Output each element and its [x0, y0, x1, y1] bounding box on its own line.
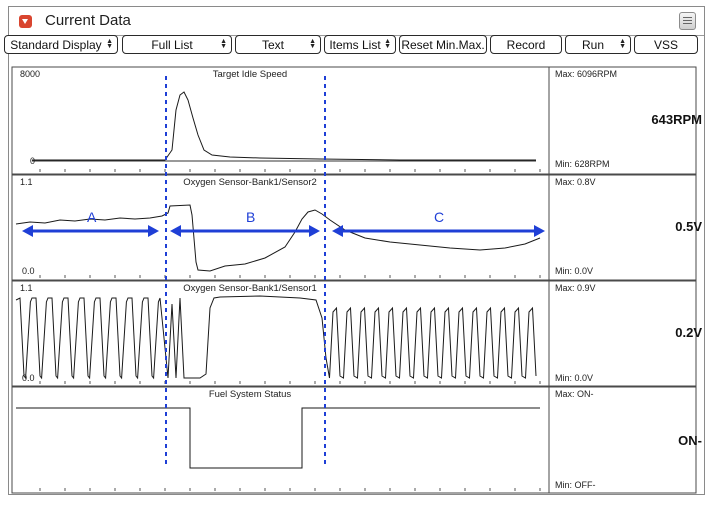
vss-button[interactable]: VSS — [634, 35, 698, 54]
segment-c-arrow — [332, 225, 545, 237]
display-mode-label: Standard Display — [10, 37, 102, 52]
o2s2-value: 0.5V — [675, 219, 702, 234]
time-axis-ticks — [39, 169, 541, 491]
o2s2-ymax: 1.1 — [20, 177, 33, 187]
idle-speed-value: 643RPM — [651, 112, 702, 127]
view-mode-label: Text — [261, 37, 284, 52]
idle-speed-ymax: 8000 — [20, 69, 41, 79]
fuel-status-value: ON- — [678, 433, 702, 448]
run-select[interactable]: Run ▲ ▼ — [565, 35, 631, 54]
idle-speed-trace — [32, 91, 536, 161]
items-list-label: Items List — [329, 37, 381, 52]
record-button[interactable]: Record — [490, 35, 562, 54]
segment-a-arrow — [22, 225, 159, 237]
o2s2-title: Oxygen Sensor-Bank1/Sensor2 — [183, 177, 317, 188]
collapse-arrow-icon[interactable] — [19, 15, 32, 28]
fuel-status-trace — [16, 407, 540, 469]
toolbar: Standard Display ▲ ▼ Full List ▲ ▼ Text ▲ ▼… — [0, 33, 698, 57]
o2s2-max: Max: 0.8V — [555, 177, 596, 187]
select-arrows-icon: ▲ ▼ — [106, 38, 113, 50]
select-arrows-icon: ▲ ▼ — [619, 38, 626, 50]
idle-speed-min: Min: 628RPM — [555, 159, 610, 169]
select-arrows-icon: ▲ ▼ — [220, 38, 227, 50]
items-list-select[interactable]: Items List ▲ ▼ — [324, 35, 396, 54]
select-arrows-icon: ▲ ▼ — [384, 38, 391, 50]
list-icon[interactable] — [679, 12, 696, 30]
o2s1-min: Min: 0.0V — [555, 373, 594, 383]
display-mode-select[interactable]: Standard Display ▲ ▼ — [4, 35, 118, 54]
segment-c-label: C — [434, 209, 445, 225]
idle-speed-ymin: 0 — [30, 156, 36, 166]
o2s1-ymin: 0.0 — [22, 373, 35, 383]
fuel-status-min: Min: OFF- — [555, 480, 596, 490]
view-mode-select[interactable]: Text ▲ ▼ — [235, 35, 321, 54]
o2s1-max: Max: 0.9V — [555, 283, 596, 293]
o2s1-ymax: 1.1 — [20, 283, 33, 293]
segment-b-arrow — [170, 225, 320, 237]
fuel-status-max: Max: ON- — [555, 389, 594, 399]
select-arrows-icon: ▲ ▼ — [309, 38, 316, 50]
reset-minmax-button[interactable]: Reset Min.Max. — [399, 35, 487, 54]
o2s2-min: Min: 0.0V — [555, 266, 594, 276]
list-mode-label: Full List — [151, 37, 193, 52]
vss-label: VSS — [653, 37, 678, 52]
o2s2-ymin: 0.0 — [22, 266, 35, 276]
o2-sensor2-trace — [15, 204, 541, 272]
idle-speed-title: Target Idle Speed — [212, 69, 288, 80]
record-label: Record — [506, 37, 546, 52]
segment-b-label: B — [246, 209, 256, 225]
current-data-window: Current Data — [8, 6, 705, 495]
o2s1-value: 0.2V — [675, 325, 702, 340]
window-title: Current Data — [45, 12, 131, 29]
idle-speed-max: Max: 6096RPM — [555, 69, 618, 79]
fuel-status-title: Fuel System Status — [208, 389, 292, 400]
list-mode-select[interactable]: Full List ▲ ▼ — [122, 35, 232, 54]
reset-minmax-label: Reset Min.Max. — [401, 37, 485, 52]
run-label: Run — [581, 37, 604, 52]
o2s1-title: Oxygen Sensor-Bank1/Sensor1 — [183, 283, 317, 294]
title-bar: Current Data — [9, 7, 704, 36]
o2-sensor1-trace — [15, 295, 537, 380]
segment-a-label: A — [87, 209, 97, 225]
